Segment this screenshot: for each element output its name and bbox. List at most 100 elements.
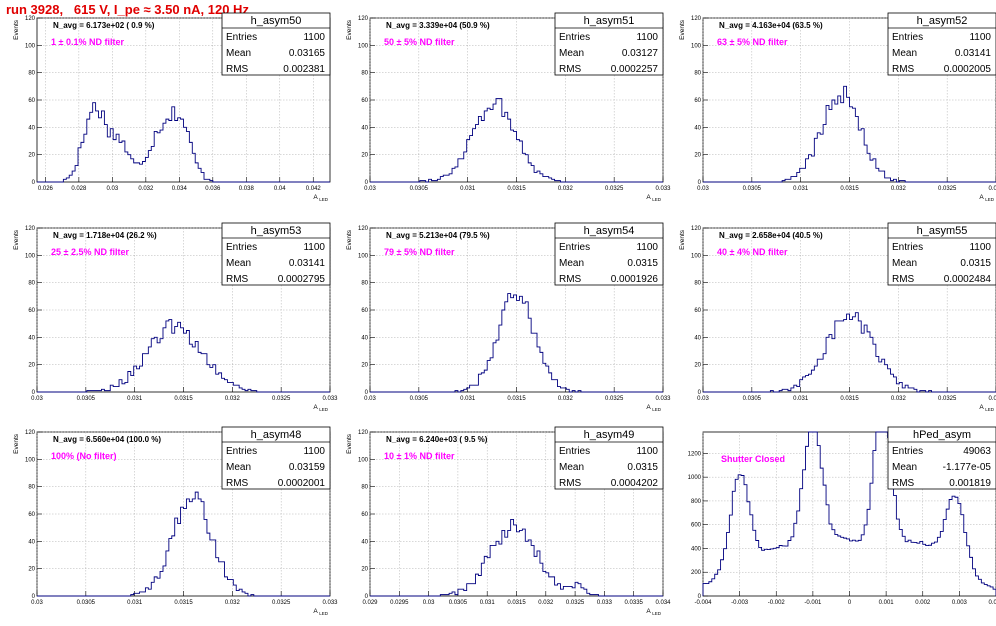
- x-tick-label: 0.0305: [77, 600, 96, 606]
- y-axis-label: Events: [13, 19, 20, 40]
- stats-value: 0.0315: [960, 258, 991, 269]
- y-tick-label: 60: [694, 98, 701, 104]
- x-axis-label: A LED: [646, 194, 661, 202]
- stats-box: h_asym55 Entries 1100 Mean 0.0315 RMS 0.000248…: [887, 222, 996, 286]
- y-tick-label: 80: [694, 281, 701, 287]
- stats-key: Mean: [226, 462, 251, 473]
- x-tick-label: 0.0335: [625, 600, 644, 606]
- x-tick-label: 0.03: [364, 186, 376, 192]
- x-axis-label: A LED: [646, 404, 661, 412]
- stats-key: Entries: [226, 32, 257, 43]
- stats-key: RMS: [559, 274, 582, 285]
- filter-label: 50 ± 5% ND filter: [384, 37, 455, 47]
- stats-value: 1100: [969, 242, 991, 253]
- x-tick-label: 0.026: [38, 186, 54, 192]
- navg-label: N_avg = 5.213e+04 (79.5 %): [386, 231, 490, 240]
- histogram-line: [37, 491, 330, 597]
- x-tick-label: 0.032: [138, 186, 154, 192]
- stats-value: 1100: [303, 242, 325, 253]
- histogram-h_asym54: 0.03 0.0305 0.031 0.0315 0.032 0.0325 0.033 0 20…: [346, 222, 671, 412]
- x-tick-label: 0.034: [655, 600, 671, 606]
- y-tick-label: 100: [25, 457, 36, 463]
- stats-value: 0.0002001: [278, 478, 326, 489]
- navg-label: N_avg = 6.240e+03 ( 9.5 %): [386, 435, 488, 444]
- x-tick-label: 0.032: [891, 396, 907, 402]
- y-tick-label: 40: [361, 335, 368, 341]
- histogram-hPed_asym: -0.004 -0.003 -0.002 -0.001 0 0.001 0.002 0.003…: [688, 426, 996, 606]
- stats-key: Entries: [892, 242, 923, 253]
- y-tick-label: 40: [28, 335, 35, 341]
- y-axis-label: Events: [346, 229, 353, 250]
- y-tick-label: 100: [25, 253, 36, 259]
- stats-histogram-name: h_asym51: [584, 15, 635, 27]
- histogram-h_asym52: 0.03 0.0305 0.031 0.0315 0.032 0.0325 0.033 0 20…: [679, 12, 996, 202]
- y-tick-label: 120: [358, 16, 369, 22]
- x-tick-label: 0.003: [952, 600, 968, 606]
- y-tick-label: 0: [32, 594, 36, 600]
- x-tick-label: 0.0315: [840, 396, 859, 402]
- x-tick-label: 0.0305: [743, 186, 762, 192]
- y-tick-label: 100: [691, 43, 702, 49]
- x-tick-label: 0.0305: [410, 186, 429, 192]
- y-tick-label: 40: [361, 539, 368, 545]
- y-tick-label: 120: [691, 226, 702, 232]
- stats-box: h_asym54 Entries 1100 Mean 0.0315 RMS 0.000192…: [554, 222, 664, 286]
- x-tick-label: 0.04: [274, 186, 286, 192]
- x-tick-label: 0.033: [322, 600, 338, 606]
- y-tick-label: 120: [691, 16, 702, 22]
- histogram-h_asym50: 0.026 0.028 0.03 0.032 0.034 0.036 0.038 0.04 0.…: [13, 12, 331, 202]
- stats-box: hPed_asym Entries 49063 Mean -1.177e-05 RMS 0.…: [887, 426, 996, 490]
- stats-key: Entries: [892, 446, 923, 457]
- histogram-h_asym53: 0.03 0.0305 0.031 0.0315 0.032 0.0325 0.033 0 20…: [13, 222, 338, 412]
- stats-value: 1100: [969, 32, 991, 43]
- x-tick-label: 0.042: [306, 186, 322, 192]
- x-tick-label: 0.032: [558, 396, 574, 402]
- navg-label: N_avg = 6.560e+04 (100.0 %): [53, 435, 161, 444]
- y-tick-label: 0: [698, 390, 702, 396]
- y-tick-label: 600: [691, 523, 702, 529]
- y-tick-label: 20: [694, 363, 701, 369]
- x-tick-label: 0.0305: [410, 396, 429, 402]
- x-tick-label: 0.03: [364, 396, 376, 402]
- y-tick-label: 120: [358, 226, 369, 232]
- stats-value: 0.03141: [955, 48, 992, 59]
- x-tick-label: 0.004: [988, 600, 996, 606]
- stats-key: Entries: [226, 446, 257, 457]
- stats-value: 0.0315: [627, 258, 658, 269]
- y-axis-label: Events: [679, 229, 686, 250]
- x-tick-label: 0.0325: [605, 186, 624, 192]
- x-axis-label: A LED: [313, 404, 328, 412]
- x-tick-label: -0.001: [804, 600, 822, 606]
- x-tick-label: 0.0305: [743, 396, 762, 402]
- stats-key: Mean: [559, 258, 584, 269]
- y-tick-label: 40: [28, 539, 35, 545]
- stats-key: Mean: [892, 258, 917, 269]
- y-tick-label: 0: [365, 390, 369, 396]
- x-tick-label: 0.031: [793, 186, 809, 192]
- stats-key: RMS: [226, 64, 249, 75]
- filter-label: 40 ± 4% ND filter: [717, 247, 788, 257]
- x-tick-label: 0.032: [558, 186, 574, 192]
- run-title: run 3928, 615 V, I_pe ≈ 3.50 nA, 120 Hz: [6, 2, 249, 17]
- stats-key: RMS: [226, 274, 249, 285]
- stats-value: 0.0002257: [611, 64, 659, 75]
- stats-key: Entries: [559, 446, 590, 457]
- x-axis-label: A LED: [979, 404, 994, 412]
- stats-value: 1100: [303, 446, 325, 457]
- histogram-line: [37, 102, 330, 183]
- filter-label: 10 ± 1% ND filter: [384, 451, 455, 461]
- stats-value: 1100: [636, 32, 658, 43]
- x-tick-label: 0.03: [697, 396, 709, 402]
- stats-value: 1100: [303, 32, 325, 43]
- histogram-line: [703, 85, 996, 183]
- filter-label: 79 ± 5% ND filter: [384, 247, 455, 257]
- y-tick-label: 60: [694, 308, 701, 314]
- x-tick-label: 0.0325: [272, 600, 291, 606]
- y-tick-label: 60: [361, 512, 368, 518]
- y-tick-label: 0: [32, 390, 36, 396]
- x-tick-label: 0.031: [127, 600, 143, 606]
- stats-key: RMS: [559, 64, 582, 75]
- stats-key: Entries: [892, 32, 923, 43]
- y-tick-label: 60: [361, 98, 368, 104]
- y-tick-label: 1200: [688, 451, 702, 457]
